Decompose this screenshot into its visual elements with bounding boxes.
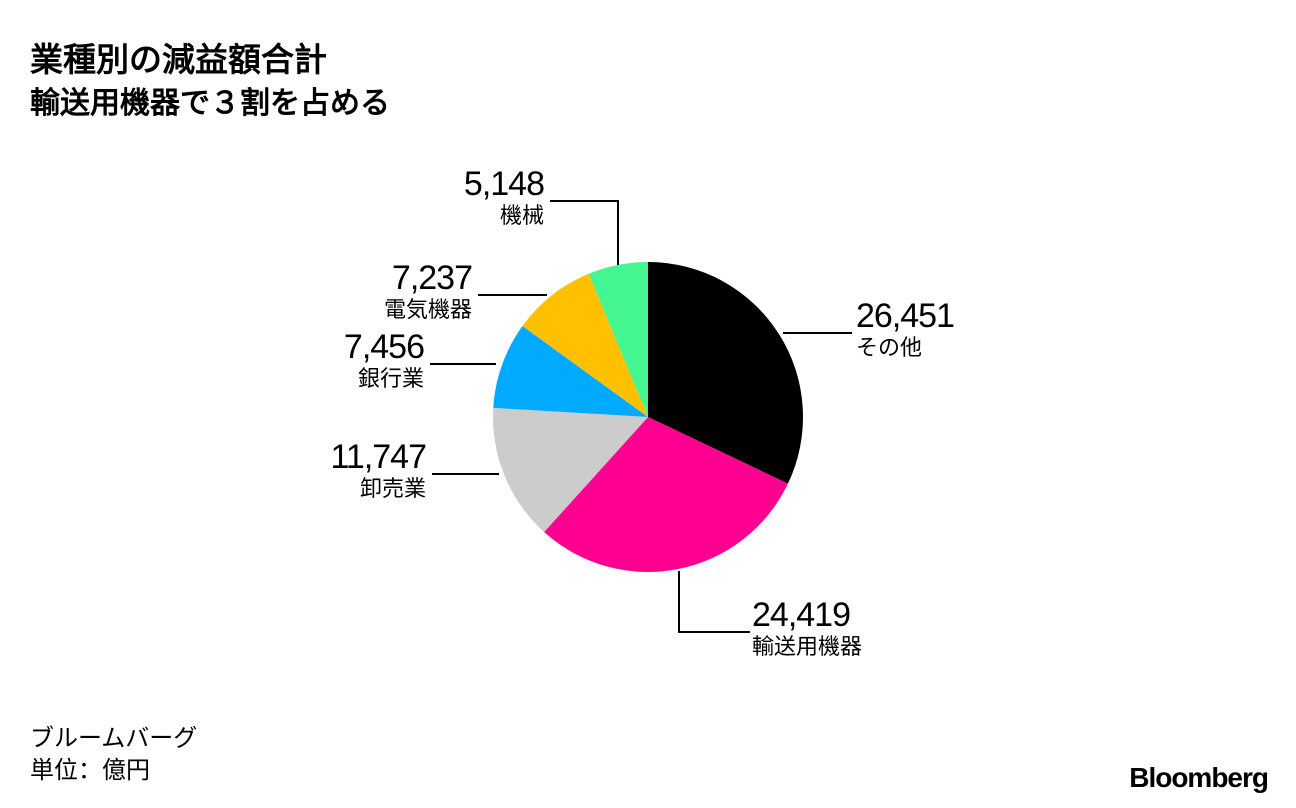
- slice-value-label: 7,237: [392, 259, 472, 297]
- slice-category-label: 卸売業: [360, 477, 426, 502]
- pie-slice-1: [648, 262, 803, 484]
- bloomberg-logo: Bloomberg: [1129, 762, 1269, 793]
- slice-value-label: 11,747: [331, 438, 427, 476]
- pie-slice-6: [588, 262, 648, 417]
- chart-subtitle: 輸送用機器で３割を占める: [30, 86, 390, 121]
- pie-slice-2: [544, 417, 788, 573]
- slice-category-label: 電気機器: [384, 298, 472, 323]
- slice-value-label: 26,451: [856, 297, 954, 335]
- slice-value-label: 7,456: [344, 328, 424, 366]
- slice-category-label: その他: [856, 336, 922, 361]
- leader-line-6: [550, 200, 619, 265]
- slice-category-label: 輸送用機器: [752, 635, 862, 660]
- pie-slice-3: [492, 407, 648, 533]
- leader-line-2: [678, 571, 750, 633]
- slice-value-label: 24,419: [752, 596, 850, 634]
- chart-title: 業種別の減益額合計: [30, 40, 327, 79]
- source-note: ブルームバーグ: [30, 724, 198, 752]
- slice-category-label: 銀行業: [358, 367, 424, 392]
- unit-note: 単位：億円: [30, 756, 150, 784]
- slice-category-label: 機械: [500, 204, 544, 229]
- pie-slice-5: [522, 273, 648, 417]
- pie-slice-4: [493, 326, 648, 417]
- slice-value-label: 5,148: [464, 165, 544, 203]
